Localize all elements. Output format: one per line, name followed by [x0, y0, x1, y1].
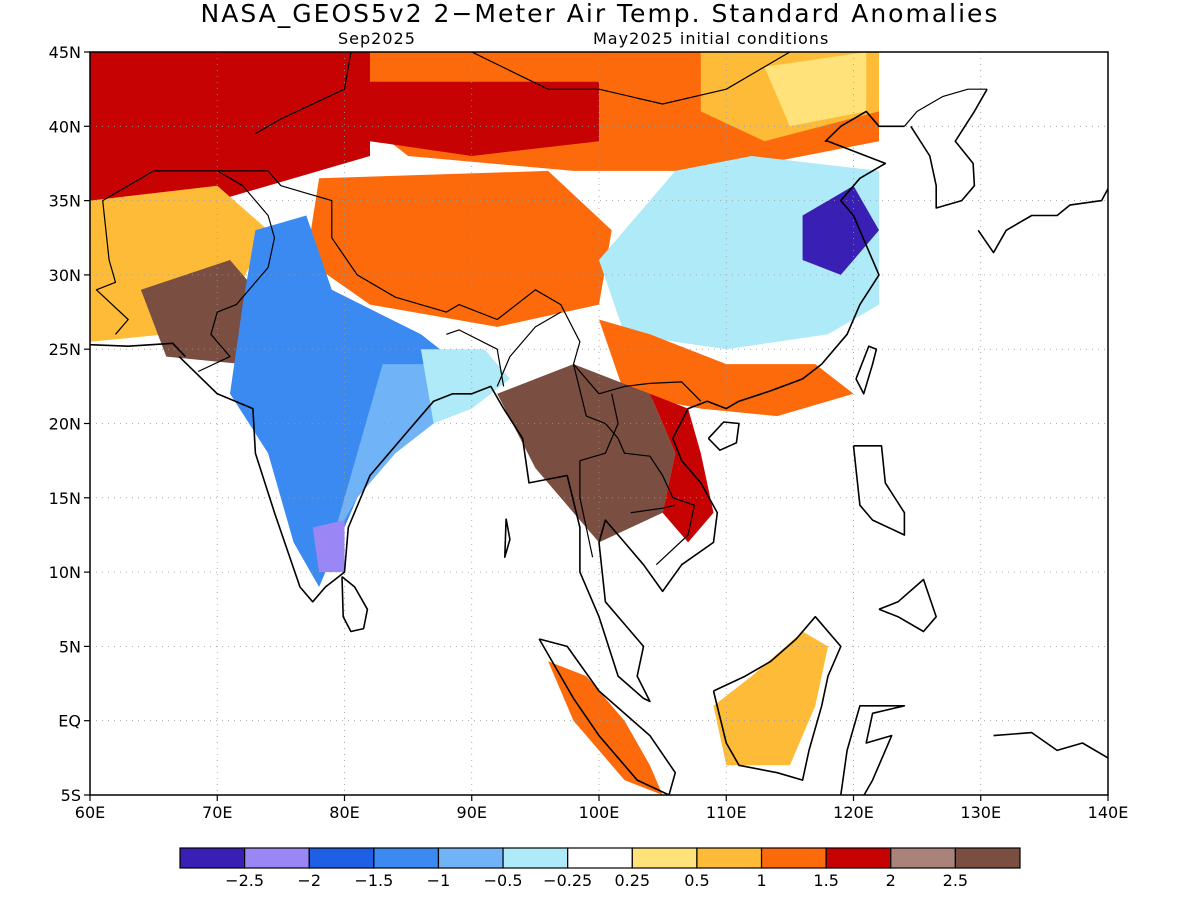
axis-ticks: 60E 70E 80E 90E 100E 110E 120E 130E 140E 45N 40N 35… [49, 43, 1129, 822]
forecast-month: Sep2025 [338, 29, 416, 48]
lon-tick-label: 100E [579, 803, 620, 822]
country-border [903, 88, 988, 127]
anomaly-region-northeast-china-pale [764, 52, 867, 127]
lat-tick-label: 25N [49, 340, 81, 359]
coastline-mindanao [878, 578, 938, 633]
anomaly-region-bangladesh-cyan [420, 349, 510, 424]
legend-swatch [437, 847, 504, 869]
lat-tick-label: 5N [59, 637, 81, 656]
lon-tick-label: 80E [329, 803, 359, 822]
coastline-sri-lanka [341, 575, 369, 633]
coastline-hainan [707, 421, 740, 452]
country-border [471, 52, 792, 105]
coastline-luzon [852, 444, 906, 536]
border-layer [95, 52, 988, 566]
legend-swatch [760, 847, 827, 869]
legend-swatch [954, 847, 1021, 869]
legend-label: 0.5 [684, 871, 709, 890]
legend-label: −2.5 [225, 871, 264, 890]
anomaly-fill-layer [90, 52, 879, 795]
lat-tick-label: 30N [49, 266, 81, 285]
anomaly-region-india-blue [230, 215, 459, 587]
lat-tick-label: 40N [49, 117, 81, 136]
anomaly-region-pakistan-brown [140, 260, 269, 365]
country-border [630, 504, 676, 514]
lat-tick-label: 15N [49, 489, 81, 508]
coastline-borneo [712, 615, 842, 781]
legend-swatch [179, 847, 246, 869]
lat-tick-label: 20N [49, 415, 81, 434]
lat-tick-label: 5S [61, 786, 81, 805]
legend-label: 1.5 [813, 871, 838, 890]
country-border [255, 52, 352, 135]
initial-conditions: May2025 initial conditions [593, 29, 830, 48]
anomaly-region-vietnam-red [649, 393, 714, 543]
lon-tick-label: 70E [202, 803, 232, 822]
lat-tick-label: 35N [49, 192, 81, 211]
legend-label: 1 [756, 871, 766, 890]
coastline-sumatra [538, 638, 677, 795]
coastline-layer [90, 88, 1108, 795]
legend-swatch [244, 847, 310, 869]
coastline-sulawesi [840, 704, 906, 795]
anomaly-region-sumatra-orange [548, 661, 663, 795]
country-border [95, 200, 129, 335]
country-border [496, 311, 562, 387]
coastline-korea [910, 88, 988, 209]
lon-tick-label: 120E [833, 803, 874, 822]
lon-tick-label: 90E [457, 803, 487, 822]
country-border [197, 170, 276, 373]
lat-tick-label: 45N [49, 43, 81, 62]
legend-label: −0.25 [543, 871, 592, 890]
anomaly-region-south-china-orange [599, 319, 854, 417]
lon-tick-label: 140E [1088, 803, 1129, 822]
legend-label: −0.5 [484, 871, 523, 890]
legend-label: 2 [886, 871, 896, 890]
legend-label: 2.5 [943, 871, 968, 890]
legend-swatch [696, 847, 763, 869]
lon-tick-label: 60E [75, 803, 105, 822]
coastline-new-guinea [993, 731, 1108, 759]
legend-swatch [890, 847, 956, 869]
coastline-andaman [503, 518, 511, 559]
coastline-pakistan-iran-coast [90, 342, 186, 358]
lon-tick-label: 130E [960, 803, 1001, 822]
legend-swatch [373, 847, 440, 869]
map-title: NASA_GEOS5v2 2−Meter Air Temp. Standard … [200, 0, 1000, 28]
coastline-india-coast [178, 110, 905, 703]
lat-tick-label: EQ [58, 712, 81, 731]
lon-tick-label: 110E [706, 803, 747, 822]
anomaly-region-central-asia-warm [90, 52, 370, 231]
legend-label: −2 [297, 871, 321, 890]
lat-tick-label: 10N [49, 563, 81, 582]
anomaly-region-china-cyan [599, 156, 879, 350]
anomaly-region-south-india-purple [312, 520, 345, 573]
coastline-japan-kyushu-honshu [977, 188, 1108, 254]
country-border [446, 329, 505, 387]
legend-swatch [631, 847, 698, 869]
anomaly-region-tibet-edge-orange [306, 170, 612, 327]
country-border [579, 393, 619, 558]
legend-swatch [567, 847, 633, 869]
legend-swatch [825, 847, 892, 869]
legend-swatch [502, 847, 569, 869]
anomaly-region-east-china-purple [802, 185, 879, 275]
country-border [572, 363, 696, 566]
color-legend: −2.5 −2 −1.5 −1 −0.5 −0.25 0.25 0.5 1 1.5 2 2.5 [179, 847, 1021, 890]
country-border [102, 170, 702, 402]
anomaly-region-borneo-yellow [713, 631, 828, 766]
legend-label: −1 [427, 871, 451, 890]
legend-label: −1.5 [354, 871, 393, 890]
legend-label: 0.25 [614, 871, 650, 890]
legend-swatch [308, 847, 375, 869]
coastline-taiwan [855, 345, 878, 395]
